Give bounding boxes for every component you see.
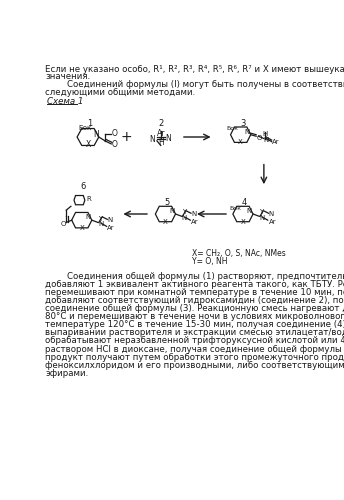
Text: N: N [264,137,269,143]
Text: N: N [93,130,99,139]
Text: Схема 1: Схема 1 [47,97,83,106]
Text: N: N [165,134,171,143]
Text: X: X [79,225,84,231]
Text: X: X [163,219,168,225]
Text: 1: 1 [87,118,92,128]
Text: следующими общими методами.: следующими общими методами. [45,88,196,96]
Text: добавляют 1 эквивалент активного реагента такого, как ТБТУ. Реакцию: добавляют 1 эквивалент активного реагент… [45,280,344,289]
Text: Ar: Ar [107,225,115,231]
Text: продукт получают путем обработки этого промежуточного продукта или: продукт получают путем обработки этого п… [45,352,344,362]
Text: X= CH₂, O, S, NAc, NMes: X= CH₂, O, S, NAc, NMes [192,250,286,258]
Text: Ar: Ar [272,140,280,145]
Text: +: + [121,130,132,144]
Text: обрабатывают неразбавленной трифторуксусной кислотой или 4-нормальным: обрабатывают неразбавленной трифторуксус… [45,336,344,345]
Text: феноксилхлоридом и его производными, либо соответствующими сложными: феноксилхлоридом и его производными, либ… [45,360,344,370]
Text: эфирами.: эфирами. [45,369,88,378]
Text: Y: Y [259,210,264,216]
Text: Соединений формулы (I) могут быть получены в соответствии со: Соединений формулы (I) могут быть получе… [45,80,344,89]
Text: R: R [86,196,91,202]
Text: O: O [112,140,118,149]
Text: N: N [191,211,196,217]
Text: N: N [269,211,274,217]
Text: X: X [238,140,243,145]
Text: N: N [150,135,155,144]
Text: Ar: Ar [157,130,165,138]
Text: N: N [169,208,174,214]
Text: N: N [247,208,252,214]
Text: N: N [98,221,103,227]
Text: H: H [262,131,267,137]
Text: 6: 6 [80,182,86,192]
Text: X: X [240,219,245,225]
Text: Бок: Бок [78,124,92,130]
Text: Y= O, NH: Y= O, NH [192,257,227,266]
Text: Y: Y [182,210,186,216]
Text: соединение общей формулы (3). Реакционную смесь нагревают до температуры: соединение общей формулы (3). Реакционну… [45,304,344,313]
Text: перемешивают при комнатной температуре в течение 10 мин, после чего: перемешивают при комнатной температуре в… [45,288,344,297]
Text: 4: 4 [242,198,247,207]
Text: O: O [257,135,262,141]
Text: Y: Y [98,216,103,222]
Text: значения.: значения. [45,72,90,82]
Text: N: N [245,128,250,134]
Text: Ar: Ar [191,218,198,224]
Text: Бок: Бок [229,206,241,210]
Text: Ar: Ar [269,218,276,224]
Text: O: O [112,130,118,138]
Text: N: N [107,217,112,223]
Text: N: N [86,214,91,220]
Text: Бок: Бок [227,126,239,131]
Text: раствором HCl в диоксане, получая соединение общей формулы (5). Конечный: раствором HCl в диоксане, получая соедин… [45,344,344,354]
Text: температуре 120°C в течение 15-30 мин, получая соединение (4). После: температуре 120°C в течение 15-30 мин, п… [45,320,344,330]
Text: X: X [85,140,90,148]
Text: N: N [259,215,265,221]
Text: 2: 2 [158,120,163,128]
Text: 80°C и перемешивают в течение ночи в условиях микроволнового облучения при: 80°C и перемешивают в течение ночи в усл… [45,312,344,321]
Text: Соединения общей формулы (1) растворяют, предпочтительно, в ДМФ и: Соединения общей формулы (1) растворяют,… [45,272,344,281]
Text: выпаривании растворителя и экстракции смесью этилацетат/вода сырой продукт: выпаривании растворителя и экстракции см… [45,328,344,338]
Text: N: N [182,215,187,221]
Text: 5: 5 [164,198,170,207]
Text: добавляют соответствующий гидроксамидин (соединение 2), получая: добавляют соответствующий гидроксамидин … [45,296,344,305]
Text: 3: 3 [240,118,246,128]
Text: H: H [158,138,164,147]
Text: O: O [61,221,66,227]
Text: Если не указано особо, R¹, R², R³, R⁴, R⁵, R⁶, R⁷ и X имеют вышеуказанные: Если не указано особо, R¹, R², R³, R⁴, R… [45,64,344,74]
